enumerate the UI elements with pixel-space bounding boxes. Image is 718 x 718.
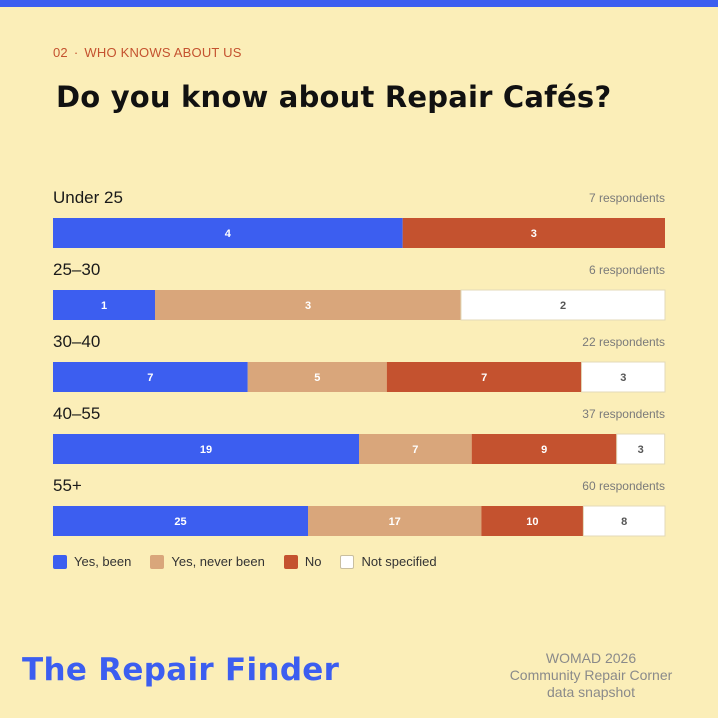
bar-value-no-row-1: 3 <box>531 228 537 240</box>
legend-label-yes-never-been: Yes, never been <box>171 554 265 569</box>
brand-logo: The Repair Finder <box>22 652 340 688</box>
respondent-count-row-3: 22 respondents <box>582 335 665 349</box>
respondent-count-row-4: 37 respondents <box>582 407 665 421</box>
bar-value-no-row-5: 10 <box>526 516 538 528</box>
footer-note-line-2: Community Repair Corner <box>509 667 673 683</box>
section-label: WHO KNOWS ABOUT US <box>84 45 242 60</box>
bar-segment-yes-never-been-row-3 <box>247 362 387 392</box>
legend-swatch-not-specified <box>340 554 355 569</box>
top-accent-bar <box>0 0 718 7</box>
bar-segment-not-specified-row-5 <box>582 505 666 537</box>
bar-segment-yes-been-row-4 <box>53 434 359 464</box>
bar-value-no-row-4: 9 <box>541 444 547 456</box>
stacked-bar-chart: Under 25 7 respondents 4 3 25–30 6 respondent… <box>53 188 666 537</box>
bar-value-yes-been-row-4: 19 <box>200 444 212 456</box>
bar-value-yes-been-row-2: 1 <box>101 300 107 312</box>
legend-swatch-yes-been <box>53 554 67 569</box>
bar-value-yes-never-been-row-5: 17 <box>389 516 401 528</box>
bar-segment-yes-been-row-1 <box>53 218 403 248</box>
bar-segment-yes-been-row-2 <box>53 290 155 320</box>
bar-segment-no-row-1 <box>402 218 665 248</box>
respondent-count-row-1: 7 respondents <box>589 191 665 205</box>
bar-segment-yes-been-row-5 <box>53 506 308 536</box>
category-label-row-1: Under 25 <box>53 188 123 207</box>
bar-segment-not-specified-row-3 <box>581 361 666 393</box>
respondent-count-row-5: 60 respondents <box>582 479 665 493</box>
category-label-row-2: 25–30 <box>53 260 100 279</box>
legend-item-yes-never-been: Yes, never been <box>150 554 265 569</box>
section-number: 02 <box>53 45 68 60</box>
category-label-row-3: 30–40 <box>53 332 100 351</box>
section-eyebrow: 02 · WHO KNOWS ABOUT US <box>53 45 242 60</box>
bar-segment-not-specified-row-2 <box>460 289 666 321</box>
bar-value-yes-never-been-row-2: 3 <box>305 300 311 312</box>
legend-swatch-yes-never-been <box>150 554 165 569</box>
bar-segment-yes-never-been-row-4 <box>359 434 472 464</box>
separator-dot: · <box>73 45 79 60</box>
category-label-row-5: 55+ <box>53 476 82 495</box>
bar-value-yes-never-been-row-3: 5 <box>314 372 320 384</box>
bar-segment-yes-never-been-row-2 <box>155 290 461 320</box>
bar-value-yes-never-been-row-4: 7 <box>412 444 418 456</box>
footer-note: WOMAD 2026 Community Repair Corner data … <box>491 650 691 701</box>
legend-label-yes-been: Yes, been <box>74 554 132 569</box>
footer-note-line-1: WOMAD 2026 <box>545 650 637 666</box>
legend-item-not-specified: Not specified <box>340 554 437 569</box>
bar-value-not-specified-row-3: 3 <box>620 372 626 384</box>
bar-segment-no-row-5 <box>481 506 584 536</box>
bar-segment-yes-been-row-3 <box>53 362 248 392</box>
bar-segment-no-row-4 <box>471 434 617 464</box>
legend-item-yes-been: Yes, been <box>53 554 131 569</box>
category-label-row-4: 40–55 <box>53 404 100 423</box>
page-title: Do you know about Repair Cafés? <box>56 80 612 114</box>
bar-value-yes-been-row-1: 4 <box>225 228 232 240</box>
respondent-count-row-2: 6 respondents <box>589 263 665 277</box>
bar-value-not-specified-row-2: 2 <box>560 300 566 312</box>
bar-segment-no-row-3 <box>386 362 582 392</box>
legend-label-no: No <box>304 554 322 569</box>
bar-value-not-specified-row-4: 3 <box>638 444 644 456</box>
bar-value-yes-been-row-5: 25 <box>174 516 186 528</box>
bar-value-no-row-3: 7 <box>481 372 487 384</box>
bar-value-not-specified-row-5: 8 <box>621 516 627 528</box>
legend-swatch-no <box>283 554 298 569</box>
chart-legend: Yes, been Yes, never been No Not specifi… <box>53 554 456 569</box>
bar-value-yes-been-row-3: 7 <box>147 372 153 384</box>
legend-label-not-specified: Not specified <box>361 554 437 569</box>
bar-segment-yes-never-been-row-5 <box>308 506 482 536</box>
bar-segment-not-specified-row-4 <box>616 433 666 465</box>
legend-item-no: No <box>283 554 322 569</box>
footer-note-line-3: data snapshot <box>547 684 635 700</box>
